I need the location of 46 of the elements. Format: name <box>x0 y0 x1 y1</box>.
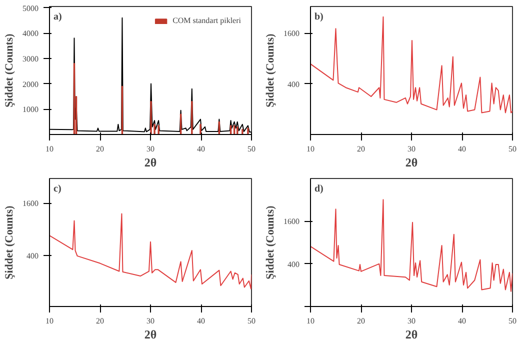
x-tick-label: 50 <box>248 316 256 326</box>
x-tick-label: 40 <box>197 316 205 326</box>
y-tick-label: 400 <box>26 251 38 260</box>
x-tick-label: 10 <box>46 316 54 326</box>
x-axis-title: 2θ <box>144 328 157 342</box>
y-tick-label: 1000 <box>22 105 38 114</box>
line-series <box>310 199 512 292</box>
line-series <box>50 213 252 290</box>
y-tick-label: 400 <box>288 260 300 269</box>
y-tick-label: 1600 <box>284 29 300 38</box>
x-tick-label: 40 <box>458 316 466 326</box>
chart-title: b) <box>314 12 324 22</box>
legend-label: COM standart pikleri <box>172 16 241 25</box>
y-axis-title: Şiddet (Counts) <box>264 205 276 280</box>
y-tick-label: 5000 <box>22 4 38 13</box>
x-tick-label: 20 <box>96 144 104 154</box>
x-tick-label: 30 <box>146 316 154 326</box>
y-tick-label: 1600 <box>22 199 38 208</box>
chart-title: d) <box>314 184 324 194</box>
y-tick-label: 2000 <box>22 80 38 89</box>
x-axis-title: 2θ <box>405 156 418 170</box>
y-tick-label: 4000 <box>22 29 38 38</box>
y-axis-title: Şiddet (Counts) <box>4 205 16 280</box>
x-tick-label: 50 <box>248 144 256 154</box>
x-tick-label: 20 <box>357 316 365 326</box>
x-tick-label: 10 <box>306 144 314 154</box>
x-tick-label: 20 <box>357 144 365 154</box>
x-tick-label: 50 <box>508 144 516 154</box>
x-tick-label: 30 <box>146 144 154 154</box>
x-tick-label: 40 <box>197 144 205 154</box>
text: a) <box>54 12 62 22</box>
y-tick-label: 1600 <box>284 217 300 226</box>
text: c) <box>54 184 62 194</box>
x-tick-label: 40 <box>458 144 466 154</box>
y-tick-label: 3000 <box>22 54 38 64</box>
x-axis-title: 2θ <box>405 328 418 342</box>
x-tick-label: 50 <box>508 316 516 326</box>
x-tick-label: 10 <box>46 144 54 154</box>
x-tick-label: 10 <box>306 316 314 326</box>
x-tick-label: 30 <box>408 316 416 326</box>
y-axis-title: Şiddet (Counts) <box>4 33 16 108</box>
x-tick-label: 20 <box>96 316 104 326</box>
y-tick-label: 400 <box>288 80 300 89</box>
x-tick-label: 30 <box>408 144 416 154</box>
x-axis-title: 2θ <box>144 156 157 170</box>
y-axis-title: Şiddet (Counts) <box>264 33 276 108</box>
